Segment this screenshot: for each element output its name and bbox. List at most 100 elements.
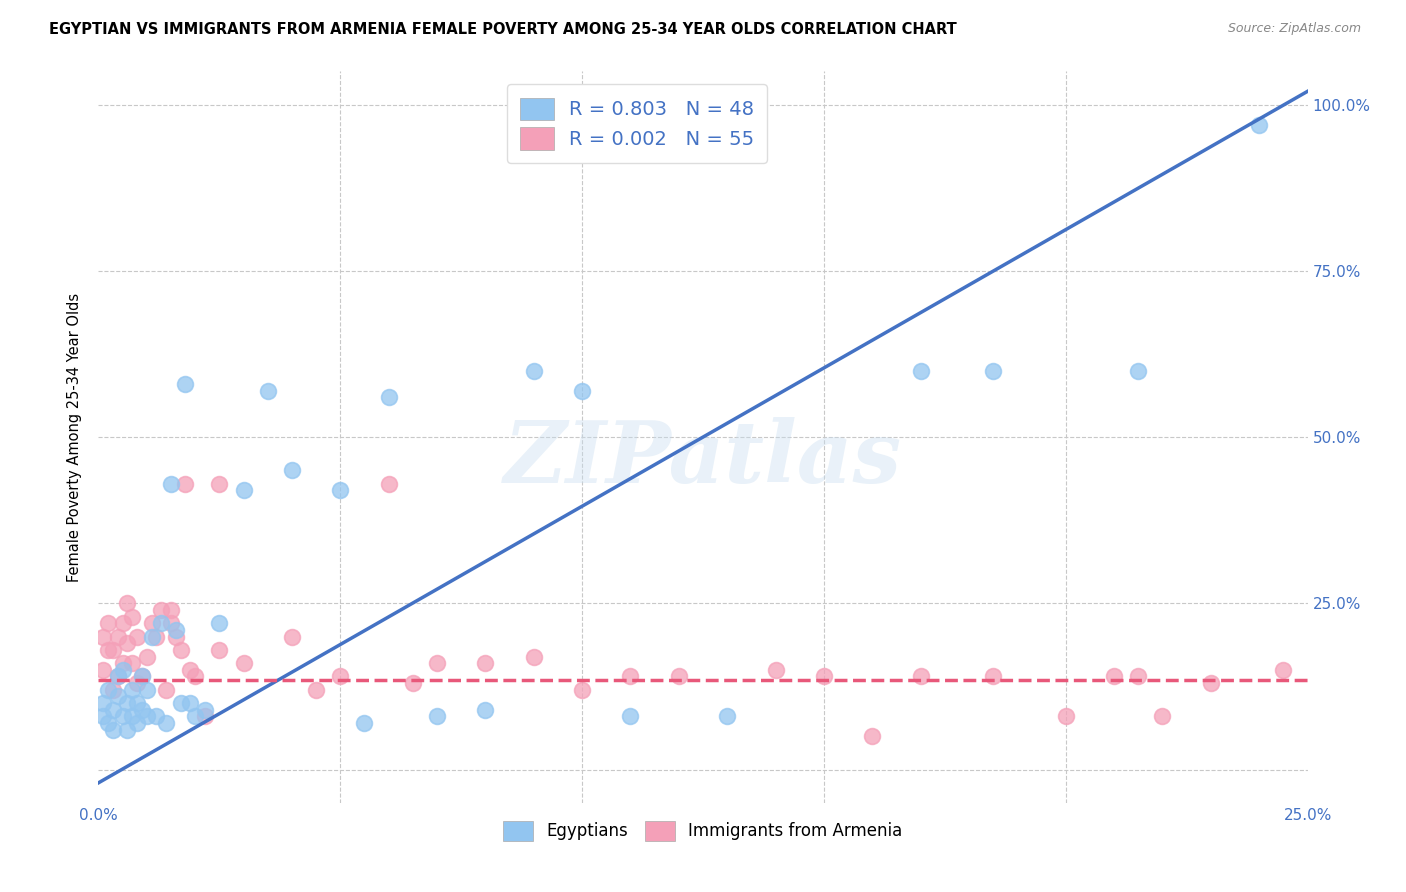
- Point: [184, 709, 207, 723]
- Point: [377, 390, 399, 404]
- Point: [910, 363, 932, 377]
- Point: [523, 649, 546, 664]
- Point: [169, 696, 191, 710]
- Point: [107, 669, 129, 683]
- Text: ZIPatlas: ZIPatlas: [503, 417, 903, 500]
- Y-axis label: Female Poverty Among 25-34 Year Olds: Female Poverty Among 25-34 Year Olds: [67, 293, 83, 582]
- Point: [107, 690, 129, 704]
- Point: [232, 483, 254, 498]
- Point: [208, 476, 231, 491]
- Point: [981, 669, 1004, 683]
- Point: [1249, 118, 1271, 132]
- Point: [111, 709, 134, 723]
- Point: [91, 696, 114, 710]
- Point: [91, 663, 114, 677]
- Point: [131, 669, 153, 683]
- Legend: Egyptians, Immigrants from Armenia: Egyptians, Immigrants from Armenia: [495, 813, 911, 849]
- Text: EGYPTIAN VS IMMIGRANTS FROM ARMENIA FEMALE POVERTY AMONG 25-34 YEAR OLDS CORRELA: EGYPTIAN VS IMMIGRANTS FROM ARMENIA FEMA…: [49, 22, 957, 37]
- Point: [117, 723, 139, 737]
- Point: [155, 716, 177, 731]
- Point: [1128, 669, 1150, 683]
- Point: [97, 716, 120, 731]
- Point: [150, 603, 173, 617]
- Point: [860, 729, 883, 743]
- Point: [101, 703, 124, 717]
- Point: [174, 476, 197, 491]
- Point: [194, 703, 217, 717]
- Point: [155, 682, 177, 697]
- Point: [426, 709, 449, 723]
- Point: [474, 703, 496, 717]
- Point: [101, 723, 124, 737]
- Point: [101, 643, 124, 657]
- Point: [208, 616, 231, 631]
- Point: [377, 476, 399, 491]
- Point: [160, 616, 183, 631]
- Point: [1152, 709, 1174, 723]
- Point: [127, 716, 149, 731]
- Point: [160, 603, 183, 617]
- Point: [107, 669, 129, 683]
- Point: [281, 630, 304, 644]
- Point: [305, 682, 328, 697]
- Point: [131, 669, 153, 683]
- Point: [135, 709, 157, 723]
- Point: [121, 682, 143, 697]
- Point: [111, 656, 134, 670]
- Point: [619, 669, 641, 683]
- Point: [194, 709, 217, 723]
- Point: [910, 669, 932, 683]
- Point: [111, 663, 134, 677]
- Point: [131, 703, 153, 717]
- Point: [765, 663, 787, 677]
- Point: [141, 630, 163, 644]
- Point: [135, 649, 157, 664]
- Point: [256, 384, 278, 398]
- Point: [329, 483, 352, 498]
- Point: [474, 656, 496, 670]
- Point: [121, 656, 143, 670]
- Point: [981, 363, 1004, 377]
- Point: [169, 643, 191, 657]
- Point: [523, 363, 546, 377]
- Point: [97, 616, 120, 631]
- Point: [127, 696, 149, 710]
- Point: [813, 669, 835, 683]
- Point: [716, 709, 738, 723]
- Point: [121, 709, 143, 723]
- Point: [91, 630, 114, 644]
- Point: [117, 696, 139, 710]
- Point: [97, 682, 120, 697]
- Point: [117, 596, 139, 610]
- Point: [135, 682, 157, 697]
- Point: [174, 376, 197, 391]
- Point: [571, 682, 593, 697]
- Point: [111, 616, 134, 631]
- Point: [121, 609, 143, 624]
- Point: [145, 630, 167, 644]
- Point: [127, 630, 149, 644]
- Text: Source: ZipAtlas.com: Source: ZipAtlas.com: [1227, 22, 1361, 36]
- Point: [97, 643, 120, 657]
- Point: [127, 676, 149, 690]
- Point: [101, 682, 124, 697]
- Point: [165, 630, 187, 644]
- Point: [208, 643, 231, 657]
- Point: [329, 669, 352, 683]
- Point: [668, 669, 690, 683]
- Point: [232, 656, 254, 670]
- Point: [184, 669, 207, 683]
- Point: [179, 663, 201, 677]
- Point: [281, 463, 304, 477]
- Point: [145, 709, 167, 723]
- Point: [1102, 669, 1125, 683]
- Point: [426, 656, 449, 670]
- Point: [571, 384, 593, 398]
- Point: [1272, 663, 1295, 677]
- Point: [141, 616, 163, 631]
- Point: [1128, 363, 1150, 377]
- Point: [165, 623, 187, 637]
- Point: [179, 696, 201, 710]
- Point: [160, 476, 183, 491]
- Point: [107, 630, 129, 644]
